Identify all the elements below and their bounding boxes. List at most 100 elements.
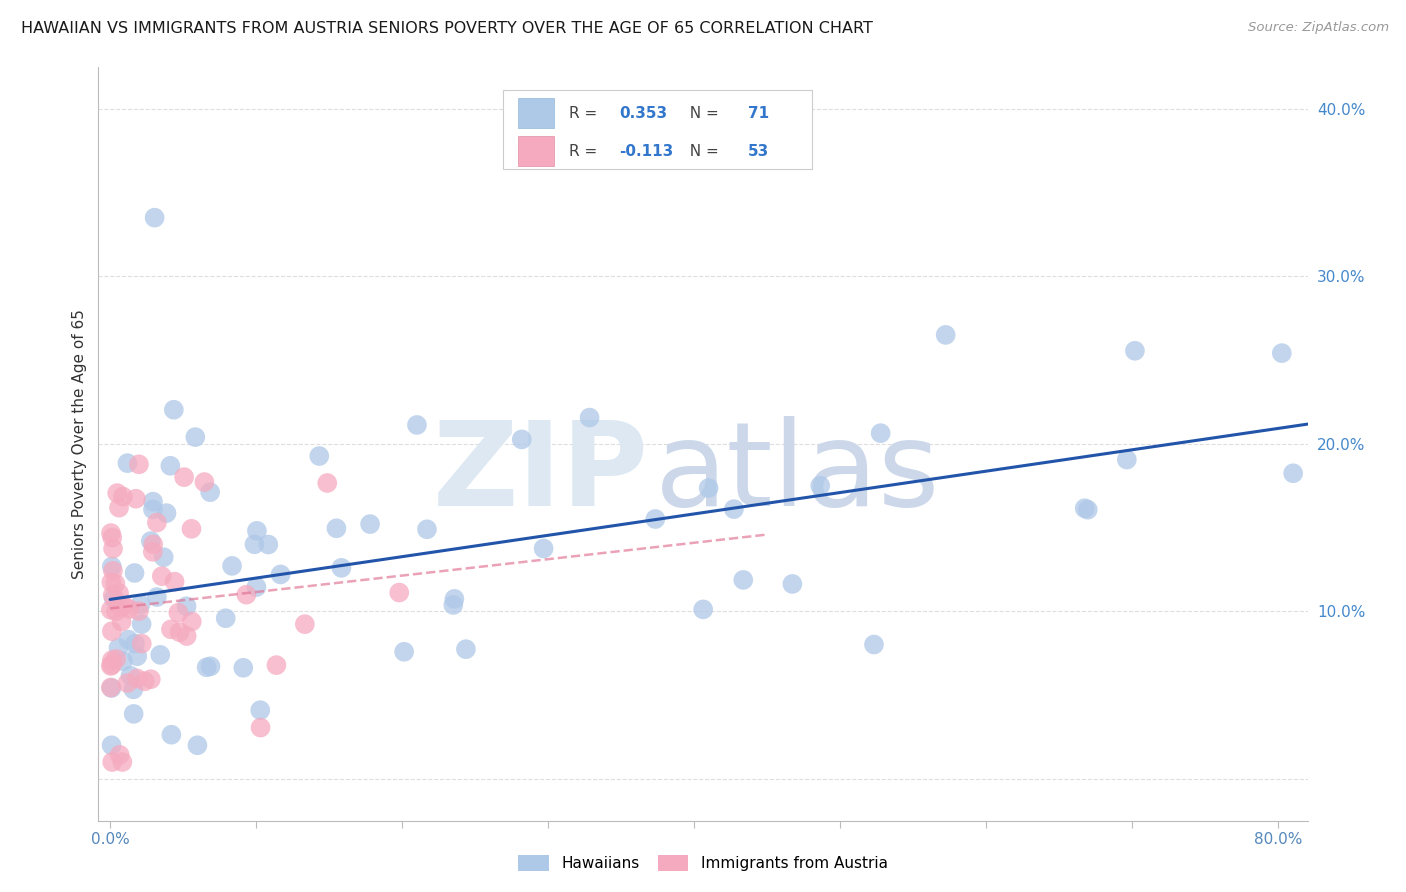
Point: [644, 512, 666, 526]
Point: [193, 475, 215, 489]
Point: [1282, 467, 1305, 481]
Bar: [517, 136, 554, 166]
Point: [146, 516, 169, 530]
Point: [221, 558, 243, 573]
Point: [101, 657, 124, 672]
Point: [143, 211, 166, 225]
Point: [266, 658, 288, 673]
Point: [142, 502, 165, 516]
Point: [108, 500, 131, 515]
Point: [152, 550, 174, 565]
Point: [120, 669, 142, 683]
Point: [232, 661, 254, 675]
Point: [692, 602, 714, 616]
Point: [184, 430, 207, 444]
Point: [176, 599, 198, 614]
Point: [316, 475, 339, 490]
Point: [128, 458, 150, 472]
Point: [125, 491, 148, 506]
Point: [443, 591, 465, 606]
Point: [173, 470, 195, 484]
Legend: Hawaiians, Immigrants from Austria: Hawaiians, Immigrants from Austria: [512, 849, 894, 877]
Point: [104, 576, 127, 591]
Point: [169, 625, 191, 640]
Point: [108, 747, 131, 762]
Point: [1073, 501, 1095, 516]
Point: [176, 629, 198, 643]
Point: [124, 566, 146, 580]
Point: [142, 494, 165, 508]
Point: [100, 603, 122, 617]
Point: [1123, 343, 1146, 358]
Point: [245, 580, 267, 594]
Point: [160, 623, 183, 637]
Point: [139, 534, 162, 549]
Point: [125, 672, 148, 686]
Point: [454, 642, 477, 657]
Point: [100, 659, 122, 673]
Text: N =: N =: [681, 144, 724, 159]
Point: [117, 632, 139, 647]
Point: [510, 433, 533, 447]
Point: [122, 682, 145, 697]
Point: [134, 674, 156, 689]
Point: [103, 591, 125, 606]
Y-axis label: Seniors Poverty Over the Age of 65: Seniors Poverty Over the Age of 65: [72, 309, 87, 579]
Point: [782, 577, 804, 591]
Point: [308, 449, 330, 463]
Point: [142, 537, 165, 551]
Point: [101, 531, 124, 545]
Point: [935, 327, 957, 342]
Point: [107, 640, 129, 655]
Point: [105, 486, 128, 500]
Point: [195, 660, 218, 674]
Text: 53: 53: [748, 144, 769, 159]
Point: [869, 426, 891, 441]
Point: [100, 575, 122, 590]
Point: [215, 611, 238, 625]
Point: [257, 537, 280, 551]
Bar: [517, 98, 554, 128]
Point: [808, 478, 831, 492]
Point: [150, 569, 173, 583]
Point: [108, 586, 131, 600]
Point: [697, 481, 720, 495]
Point: [180, 522, 202, 536]
Point: [105, 604, 128, 618]
Point: [249, 703, 271, 717]
Point: [112, 599, 135, 613]
Point: [163, 574, 186, 589]
Text: 0.353: 0.353: [620, 106, 668, 120]
Point: [101, 588, 124, 602]
Point: [863, 638, 886, 652]
Point: [101, 541, 124, 556]
Point: [325, 521, 347, 535]
Point: [294, 617, 316, 632]
Point: [146, 590, 169, 604]
Point: [117, 676, 139, 690]
Point: [578, 410, 600, 425]
FancyBboxPatch shape: [503, 89, 811, 169]
Point: [129, 598, 152, 612]
Text: R =: R =: [569, 144, 602, 159]
Point: [110, 615, 132, 629]
Point: [142, 545, 165, 559]
Point: [117, 456, 139, 470]
Point: [533, 541, 555, 556]
Point: [101, 559, 124, 574]
Text: 71: 71: [748, 106, 769, 120]
Point: [122, 706, 145, 721]
Point: [105, 652, 128, 666]
Point: [246, 524, 269, 538]
Text: ZIP: ZIP: [433, 417, 648, 532]
Point: [101, 653, 124, 667]
Point: [235, 588, 257, 602]
Text: Source: ZipAtlas.com: Source: ZipAtlas.com: [1249, 21, 1389, 34]
Point: [180, 615, 202, 629]
Point: [359, 517, 381, 532]
Point: [198, 485, 221, 500]
Text: R =: R =: [569, 106, 602, 120]
Point: [101, 755, 124, 769]
Point: [149, 648, 172, 662]
Point: [159, 458, 181, 473]
